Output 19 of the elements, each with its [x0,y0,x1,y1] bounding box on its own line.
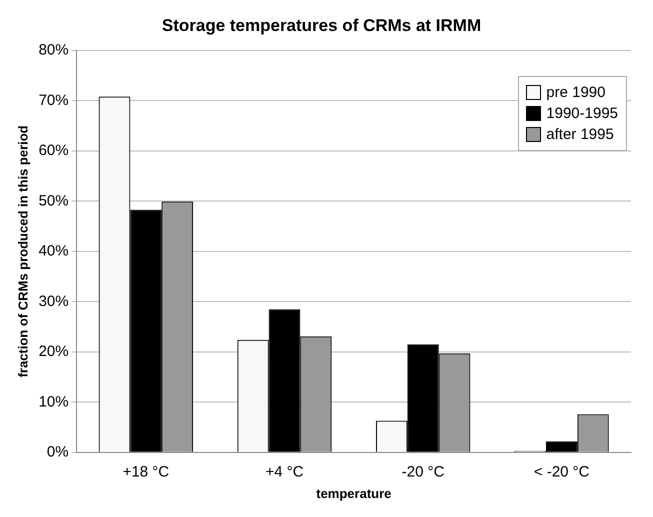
chart-title: Storage temperatures of CRMs at IRMM [162,16,482,35]
y-tick-label: 70% [38,92,69,109]
y-tick-label: 60% [38,142,69,160]
x-tick-label: +4 °C [265,464,304,481]
y-tick-label: 20% [38,343,69,360]
legend-label: after 1995 [546,125,614,145]
y-tick-label: 0% [46,444,69,461]
legend-label: 1990-1995 [546,104,618,124]
y-axis-title: fraction of CRMs produced in this period [15,125,30,378]
y-tick-label: 10% [38,393,69,410]
x-axis-title: temperature [316,486,392,501]
y-tick-label: 30% [38,292,69,310]
x-tick-label: < -20 °C [534,464,590,481]
y-tick-label: 50% [38,192,69,210]
x-tick-label: -20 °C [402,464,445,481]
legend-label: pre 1990 [546,83,606,103]
y-tick-label: 80% [38,42,69,59]
y-tick-label: 40% [38,242,69,260]
x-tick-label: +18 °C [122,464,170,481]
